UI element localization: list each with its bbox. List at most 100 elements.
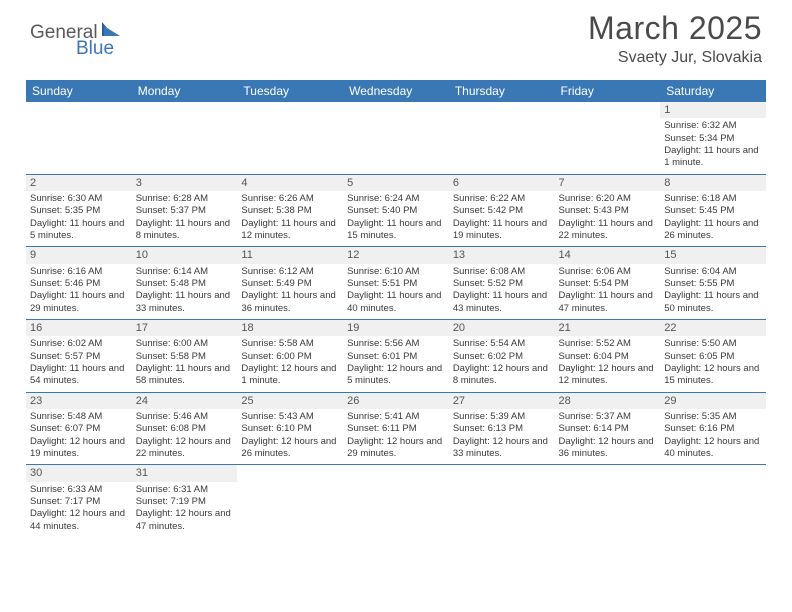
- calendar-cell: 16Sunrise: 6:02 AMSunset: 5:57 PMDayligh…: [26, 320, 132, 393]
- day-header: Thursday: [449, 80, 555, 102]
- sunset-text: Sunset: 5:46 PM: [30, 278, 128, 290]
- sunset-text: Sunset: 5:37 PM: [136, 205, 234, 217]
- sunrise-text: Sunrise: 6:22 AM: [453, 193, 551, 205]
- sunrise-text: Sunrise: 5:52 AM: [559, 338, 657, 350]
- day-number: 20: [449, 320, 555, 336]
- sunrise-text: Sunrise: 5:58 AM: [241, 338, 339, 350]
- sunrise-text: Sunrise: 5:43 AM: [241, 411, 339, 423]
- day-header: Monday: [132, 80, 238, 102]
- day-number: 8: [660, 175, 766, 191]
- sunset-text: Sunset: 6:00 PM: [241, 351, 339, 363]
- sunset-text: Sunset: 5:48 PM: [136, 278, 234, 290]
- calendar-cell: 6Sunrise: 6:22 AMSunset: 5:42 PMDaylight…: [449, 174, 555, 247]
- calendar-cell: 22Sunrise: 5:50 AMSunset: 6:05 PMDayligh…: [660, 320, 766, 393]
- calendar-cell: 1Sunrise: 6:32 AMSunset: 5:34 PMDaylight…: [660, 102, 766, 174]
- daylight-text: Daylight: 11 hours and 54 minutes.: [30, 363, 128, 388]
- day-number: 23: [26, 393, 132, 409]
- daylight-text: Daylight: 12 hours and 12 minutes.: [559, 363, 657, 388]
- day-header: Saturday: [660, 80, 766, 102]
- sunset-text: Sunset: 5:52 PM: [453, 278, 551, 290]
- sunset-text: Sunset: 6:14 PM: [559, 423, 657, 435]
- sunrise-text: Sunrise: 5:54 AM: [453, 338, 551, 350]
- calendar-cell: 24Sunrise: 5:46 AMSunset: 6:08 PMDayligh…: [132, 392, 238, 465]
- daylight-text: Daylight: 11 hours and 43 minutes.: [453, 290, 551, 315]
- calendar-cell: 30Sunrise: 6:33 AMSunset: 7:17 PMDayligh…: [26, 465, 132, 537]
- sunrise-text: Sunrise: 6:04 AM: [664, 266, 762, 278]
- sunset-text: Sunset: 6:07 PM: [30, 423, 128, 435]
- calendar-cell: 17Sunrise: 6:00 AMSunset: 5:58 PMDayligh…: [132, 320, 238, 393]
- day-number: 7: [555, 175, 661, 191]
- calendar-cell: 27Sunrise: 5:39 AMSunset: 6:13 PMDayligh…: [449, 392, 555, 465]
- calendar-row: 2Sunrise: 6:30 AMSunset: 5:35 PMDaylight…: [26, 174, 766, 247]
- calendar-cell: 5Sunrise: 6:24 AMSunset: 5:40 PMDaylight…: [343, 174, 449, 247]
- sunset-text: Sunset: 6:05 PM: [664, 351, 762, 363]
- calendar-cell: 4Sunrise: 6:26 AMSunset: 5:38 PMDaylight…: [237, 174, 343, 247]
- daylight-text: Daylight: 12 hours and 8 minutes.: [453, 363, 551, 388]
- day-number: 16: [26, 320, 132, 336]
- day-number: 22: [660, 320, 766, 336]
- calendar-cell: 14 Sunrise: 6:06 AMSunset: 5:54 PMDayligh…: [555, 247, 661, 320]
- calendar-row: 9Sunrise: 6:16 AMSunset: 5:46 PMDaylight…: [26, 247, 766, 320]
- sunset-text: Sunset: 5:57 PM: [30, 351, 128, 363]
- calendar-cell: [449, 102, 555, 174]
- daylight-text: Daylight: 12 hours and 19 minutes.: [30, 436, 128, 461]
- day-header-row: Sunday Monday Tuesday Wednesday Thursday…: [26, 80, 766, 102]
- daylight-text: Daylight: 12 hours and 29 minutes.: [347, 436, 445, 461]
- day-number: 19: [343, 320, 449, 336]
- sunset-text: Sunset: 5:49 PM: [241, 278, 339, 290]
- sunrise-text: Sunrise: 6:10 AM: [347, 266, 445, 278]
- sunset-text: Sunset: 5:42 PM: [453, 205, 551, 217]
- daylight-text: Daylight: 11 hours and 50 minutes.: [664, 290, 762, 315]
- header: General Blue March 2025 Svaety Jur, Slov…: [0, 0, 792, 80]
- sunrise-text: Sunrise: 6:14 AM: [136, 266, 234, 278]
- daylight-text: Daylight: 12 hours and 1 minute.: [241, 363, 339, 388]
- day-number: 5: [343, 175, 449, 191]
- calendar-cell: 28Sunrise: 5:37 AMSunset: 6:14 PMDayligh…: [555, 392, 661, 465]
- day-header: Tuesday: [237, 80, 343, 102]
- day-number: 25: [237, 393, 343, 409]
- daylight-text: Daylight: 11 hours and 8 minutes.: [136, 218, 234, 243]
- sunrise-text: Sunrise: 6:20 AM: [559, 193, 657, 205]
- calendar-cell: 20Sunrise: 5:54 AMSunset: 6:02 PMDayligh…: [449, 320, 555, 393]
- sunset-text: Sunset: 7:19 PM: [136, 496, 234, 508]
- sunrise-text: Sunrise: 6:06 AM: [559, 266, 657, 278]
- sunrise-text: Sunrise: 5:37 AM: [559, 411, 657, 423]
- daylight-text: Daylight: 12 hours and 44 minutes.: [30, 508, 128, 533]
- sunset-text: Sunset: 6:10 PM: [241, 423, 339, 435]
- sunrise-text: Sunrise: 6:33 AM: [30, 484, 128, 496]
- sunrise-text: Sunrise: 5:56 AM: [347, 338, 445, 350]
- sunset-text: Sunset: 6:13 PM: [453, 423, 551, 435]
- day-number: 18: [237, 320, 343, 336]
- day-number: 13: [449, 247, 555, 263]
- daylight-text: Daylight: 12 hours and 33 minutes.: [453, 436, 551, 461]
- sunrise-text: Sunrise: 6:32 AM: [664, 120, 762, 132]
- sunrise-text: Sunrise: 6:28 AM: [136, 193, 234, 205]
- logo: General Blue: [30, 22, 122, 60]
- calendar-cell: [660, 465, 766, 537]
- calendar-cell: 2Sunrise: 6:30 AMSunset: 5:35 PMDaylight…: [26, 174, 132, 247]
- daylight-text: Daylight: 11 hours and 5 minutes.: [30, 218, 128, 243]
- daylight-text: Daylight: 11 hours and 22 minutes.: [559, 218, 657, 243]
- daylight-text: Daylight: 11 hours and 47 minutes.: [559, 290, 657, 315]
- logo-text-blue: Blue: [76, 38, 114, 59]
- calendar-cell: 15Sunrise: 6:04 AMSunset: 5:55 PMDayligh…: [660, 247, 766, 320]
- day-number: 21: [555, 320, 661, 336]
- calendar-cell: 3Sunrise: 6:28 AMSunset: 5:37 PMDaylight…: [132, 174, 238, 247]
- daylight-text: Daylight: 12 hours and 22 minutes.: [136, 436, 234, 461]
- calendar-cell: [132, 102, 238, 174]
- daylight-text: Daylight: 11 hours and 12 minutes.: [241, 218, 339, 243]
- calendar-cell: 18 Sunrise: 5:58 AMSunset: 6:00 PMDayligh…: [237, 320, 343, 393]
- day-number: 14: [555, 247, 661, 263]
- day-number: 28: [555, 393, 661, 409]
- daylight-text: Daylight: 11 hours and 15 minutes.: [347, 218, 445, 243]
- sunset-text: Sunset: 5:51 PM: [347, 278, 445, 290]
- calendar-cell: 31Sunrise: 6:31 AMSunset: 7:19 PMDayligh…: [132, 465, 238, 537]
- sunset-text: Sunset: 5:58 PM: [136, 351, 234, 363]
- calendar-cell: 23Sunrise: 5:48 AMSunset: 6:07 PMDayligh…: [26, 392, 132, 465]
- day-number: 29: [660, 393, 766, 409]
- calendar-cell: 25Sunrise: 5:43 AMSunset: 6:10 PMDayligh…: [237, 392, 343, 465]
- sunset-text: Sunset: 5:40 PM: [347, 205, 445, 217]
- calendar-cell: 10Sunrise: 6:14 AMSunset: 5:48 PMDayligh…: [132, 247, 238, 320]
- sunset-text: Sunset: 5:54 PM: [559, 278, 657, 290]
- day-number: 31: [132, 465, 238, 481]
